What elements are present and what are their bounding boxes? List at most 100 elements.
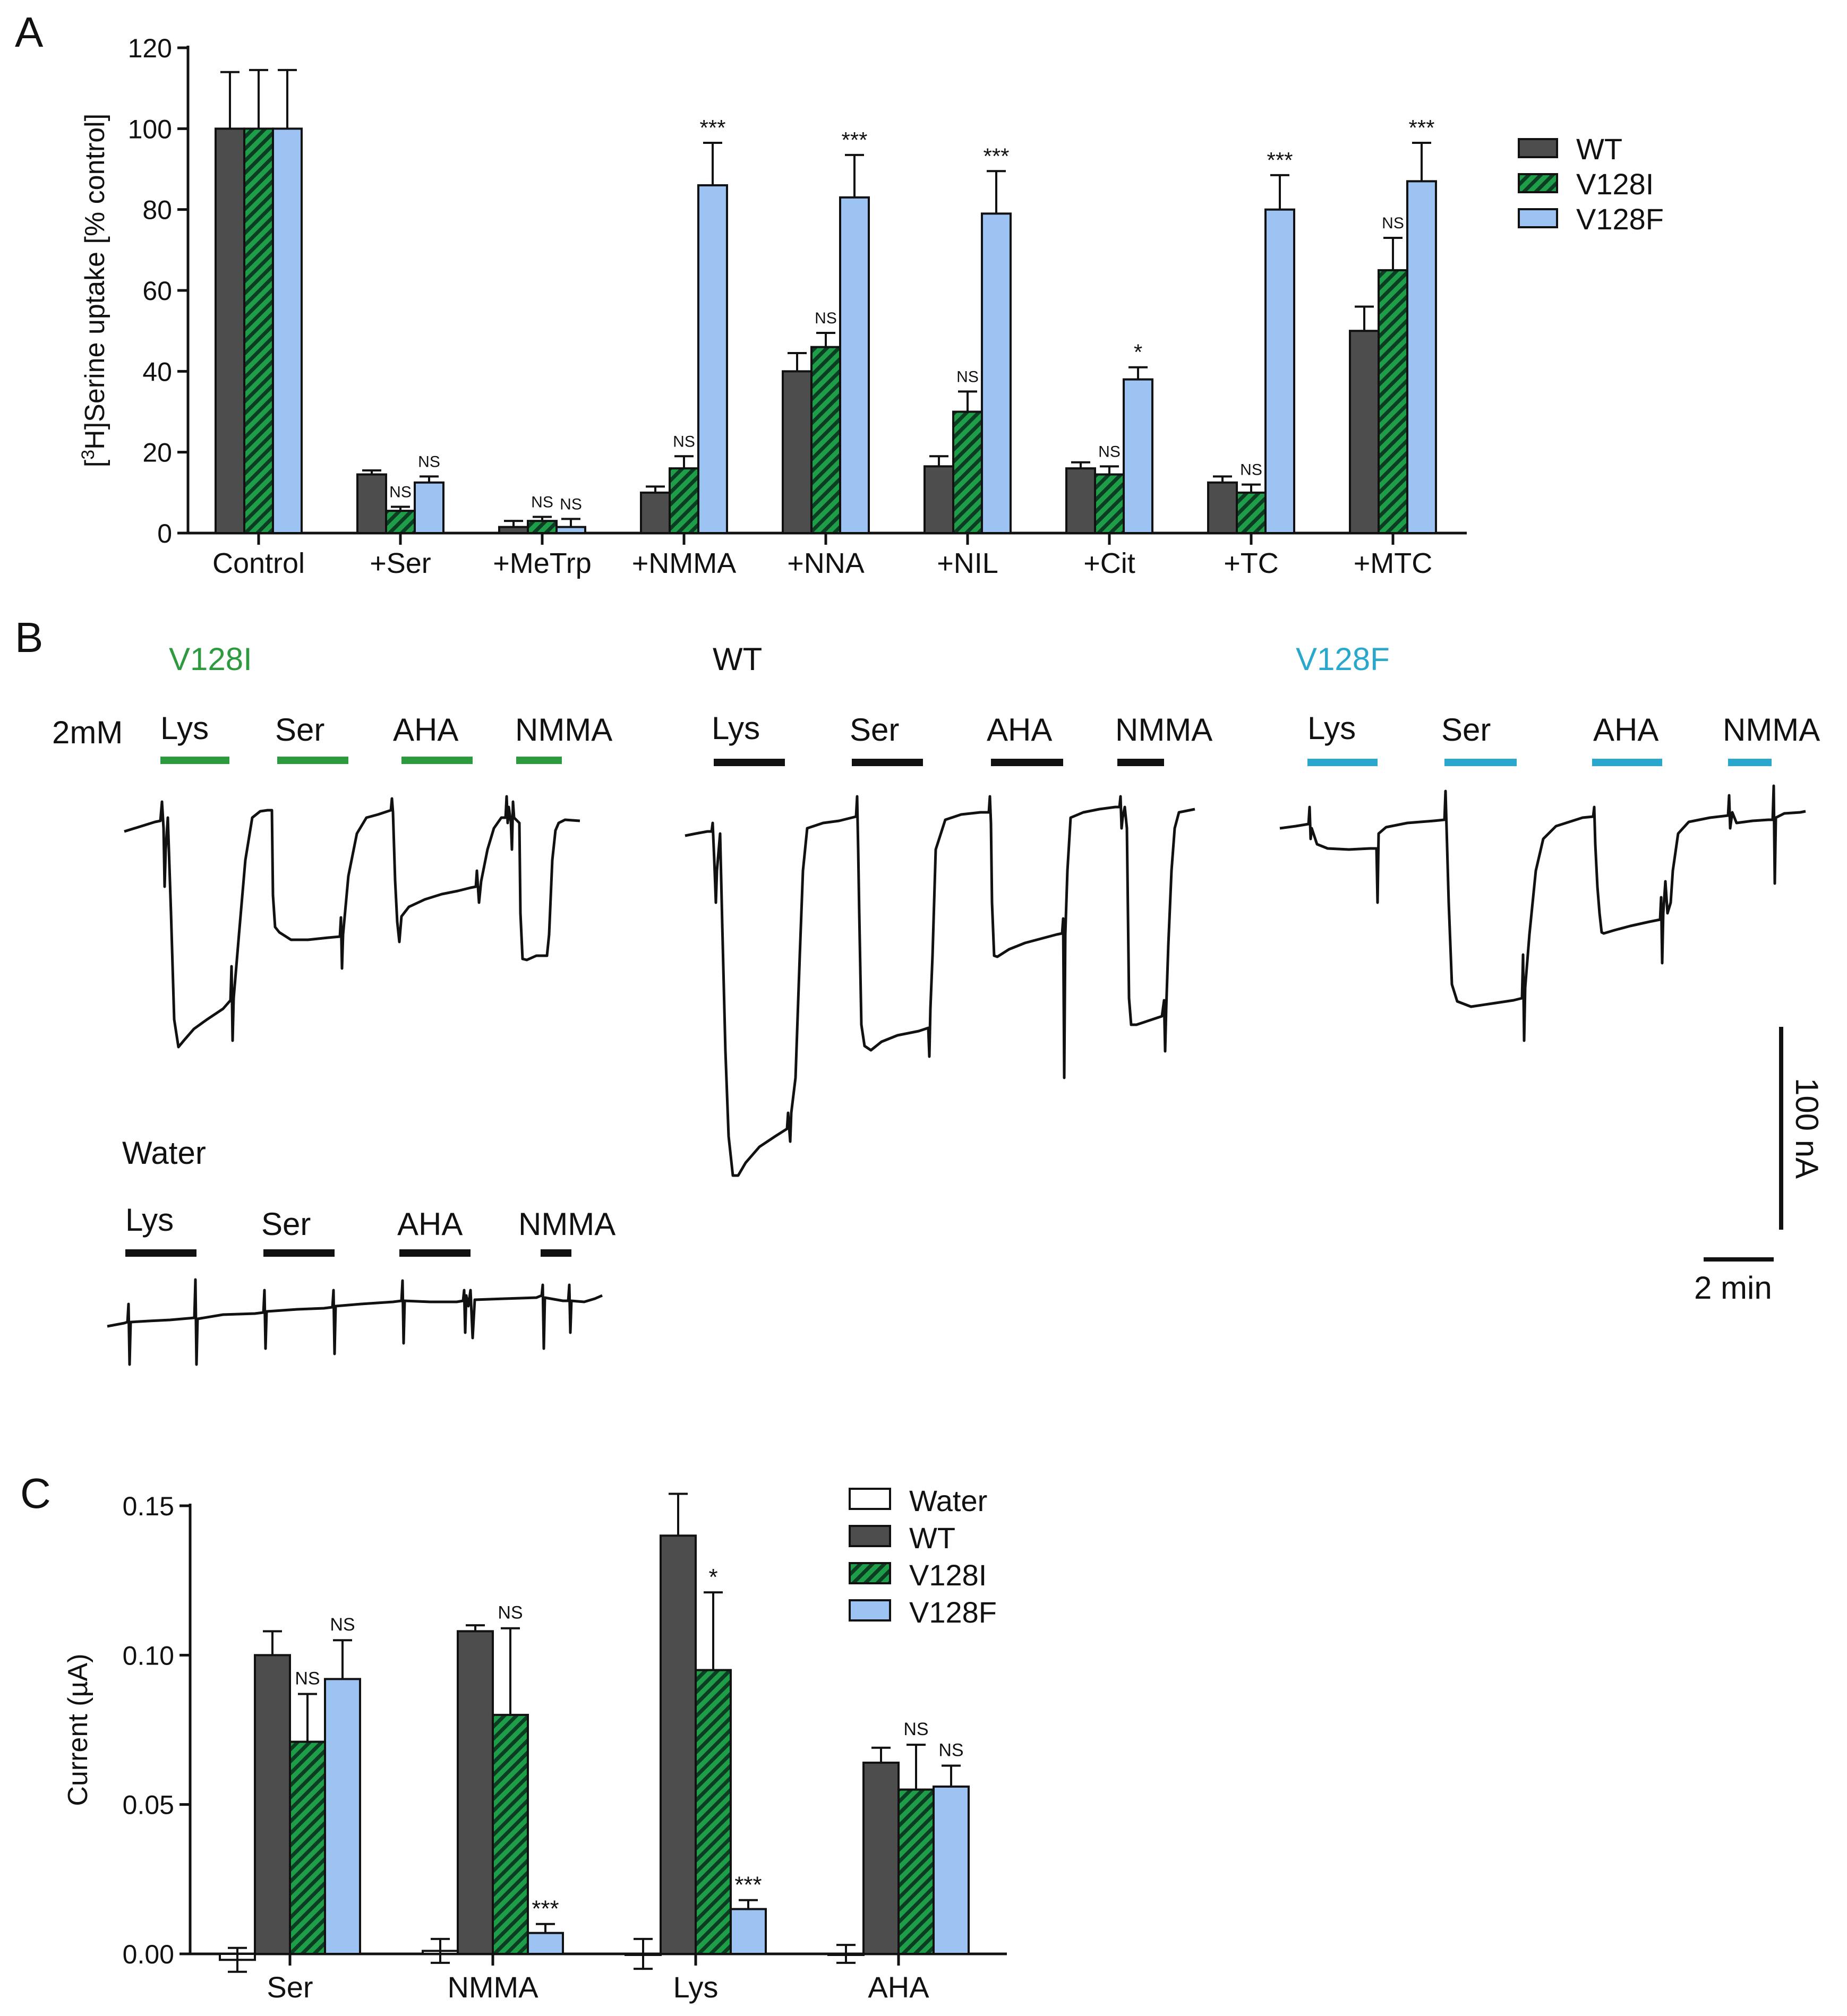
bar-wt-nmma [640, 491, 671, 534]
legend-swatch-v128f [1518, 208, 1558, 228]
group-title-v128f: V128F [1296, 641, 1390, 677]
significance-label: NS [938, 1740, 963, 1761]
concentration-label: 2mM [52, 715, 123, 750]
bar-v128i-mtc [1378, 269, 1408, 534]
significance-label: NS [531, 494, 553, 511]
bar-wt-lys [660, 1534, 697, 1955]
legend-swatch-water [849, 1488, 891, 1510]
y-tick-label: 40 [142, 357, 172, 387]
v128i-label-nmma: NMMA [515, 712, 612, 748]
bar-v128i-cit [1094, 473, 1125, 535]
legend-label-v128f: V128F [909, 1595, 997, 1629]
legend-label-water: Water [909, 1484, 987, 1517]
category-label-nmma: +NMMA [632, 547, 737, 579]
bar-wt-nmma [457, 1630, 494, 1955]
significance-label: NS [1098, 443, 1121, 460]
legend-label-wt: WT [909, 1521, 955, 1555]
trace-wt [685, 795, 1195, 1177]
y-tick-label: 0.05 [123, 1790, 174, 1820]
significance-label: *** [841, 127, 867, 152]
bar-wt-ser [254, 1654, 291, 1955]
bar-v128f-lys [730, 1908, 767, 1955]
wt-label-aha: AHA [987, 712, 1052, 748]
significance-label: NS [815, 310, 837, 327]
bar-v128f-nmma [527, 1932, 564, 1955]
legend-label-v128i: V128I [909, 1558, 987, 1592]
bar-wt-ser [356, 473, 387, 535]
category-label-lys: Lys [673, 1970, 718, 2004]
legend-swatch-v128i [849, 1562, 891, 1584]
scale-label-current: 100 nA [1789, 1078, 1825, 1179]
significance-label: *** [1408, 115, 1434, 140]
scale-label-time: 2 min [1694, 1270, 1772, 1306]
y-tick-label: 0.00 [123, 1940, 174, 1969]
significance-label: NS [498, 1603, 523, 1623]
legend-swatch-wt [849, 1525, 891, 1547]
bar-v128f-metrp [555, 526, 586, 535]
panel-label-b: B [15, 614, 43, 661]
bar-v128f-aha [933, 1785, 970, 1955]
y-tick-label: 0.15 [123, 1491, 174, 1521]
category-label-nna: +NNA [787, 547, 865, 579]
bar-v128i-control [243, 127, 274, 535]
bar-wt-cit [1065, 467, 1096, 535]
bar-v128f-nil [981, 212, 1012, 534]
wt-label-nmma: NMMA [1115, 712, 1212, 748]
bar-v128i-nil [952, 410, 983, 534]
category-label-nmma: NMMA [447, 1970, 538, 2004]
y-tick-label: 0 [157, 519, 172, 548]
y-tick-label: 20 [142, 438, 172, 468]
bar-wt-nil [924, 465, 954, 535]
bar-wt-mtc [1349, 330, 1380, 535]
v128f-label-lys: Lys [1307, 710, 1356, 746]
v128i-label-lys: Lys [160, 710, 209, 746]
y-tick-label: 100 [128, 114, 172, 144]
group-title-v128i: V128I [169, 641, 252, 677]
significance-label: NS [295, 1668, 320, 1688]
water-label-lys: Lys [125, 1202, 174, 1238]
significance-label: *** [532, 1896, 559, 1922]
bar-v128i-metrp [527, 520, 558, 535]
bar-v128i-nmma [492, 1713, 529, 1955]
wt-label-lys: Lys [712, 710, 760, 746]
legend-swatch-wt [1518, 138, 1558, 158]
bar-v128f-mtc [1406, 180, 1437, 535]
category-label-tc: +TC [1224, 547, 1279, 579]
trace-v128f [1279, 784, 1806, 1042]
significance-label: *** [734, 1872, 762, 1898]
bar-v128f-ser [324, 1678, 361, 1955]
category-label-mtc: +MTC [1354, 547, 1433, 579]
bar-wt-control [215, 127, 245, 535]
legend-label-v128f: V128F [1576, 202, 1664, 236]
y-axis-label: Current (µA) [63, 1653, 93, 1806]
y-axis-label: [3H]Serine uptake [% control] [78, 114, 110, 467]
v128f-label-aha: AHA [1593, 712, 1658, 748]
legend-label-wt: WT [1576, 132, 1622, 166]
bar-wt-metrp [498, 526, 529, 535]
bar-wt-aha [862, 1761, 900, 1955]
category-label-metrp: +MeTrp [493, 547, 592, 579]
category-label-cit: +Cit [1083, 547, 1135, 579]
y-tick-label: 60 [142, 276, 172, 306]
v128i-label-aha: AHA [393, 712, 458, 748]
panel-label-c: C [20, 1470, 51, 1517]
v128i-label-ser: Ser [275, 712, 324, 748]
significance-label: NS [956, 368, 979, 385]
significance-label: *** [1267, 148, 1293, 173]
significance-label: NS [903, 1719, 928, 1739]
v128f-label-nmma: NMMA [1723, 712, 1820, 748]
bar-wt-tc [1207, 481, 1238, 535]
significance-label: NS [1382, 215, 1404, 232]
water-title: Water [122, 1135, 206, 1171]
significance-label: *** [699, 115, 725, 140]
bar-v128i-nmma [669, 467, 699, 535]
legend-label-v128i: V128I [1576, 167, 1654, 201]
panel-b-traces: V128I WT V128F 2mM Lys Ser AHA NMMA Lys … [52, 641, 1825, 1366]
trace-water [107, 1278, 603, 1366]
water-label-nmma: NMMA [518, 1206, 615, 1242]
significance-label: * [708, 1564, 717, 1590]
significance-label: NS [560, 495, 582, 513]
bar-v128f-nna [839, 196, 870, 535]
